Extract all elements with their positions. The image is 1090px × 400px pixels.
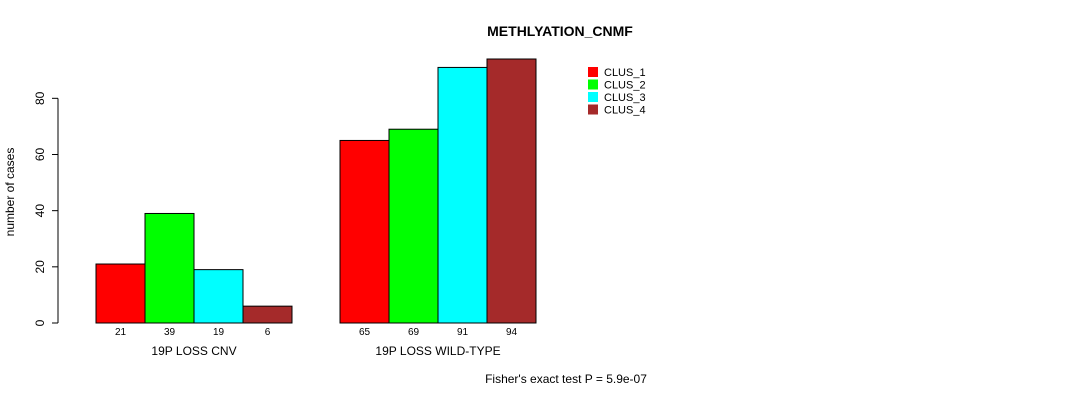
- bar-clus_4: [486, 58, 537, 324]
- y-axis: 0 20 40 60 80: [33, 91, 59, 326]
- legend-label: CLUS_4: [604, 105, 646, 117]
- y-axis-label: number of cases: [3, 148, 17, 237]
- bar-count-label: 69: [408, 327, 420, 338]
- legend-swatch: [588, 104, 598, 115]
- group-labels: 19P LOSS CNV 19P LOSS WILD-TYPE: [151, 344, 500, 358]
- bar-clus_3: [193, 269, 244, 324]
- group-label: 19P LOSS WILD-TYPE: [375, 344, 500, 358]
- legend-label: CLUS_1: [604, 67, 646, 79]
- bar-count-label: 6: [265, 327, 271, 338]
- y-tick-label: 40: [33, 204, 47, 218]
- fisher-test-annotation: Fisher's exact test P = 5.9e-07: [485, 372, 647, 386]
- bars: 21 39 19 6 65 69 91 94: [95, 58, 537, 338]
- y-tick-label: 20: [33, 260, 47, 274]
- bar-clus_2: [144, 212, 195, 324]
- bar-count-label: 19: [213, 327, 225, 338]
- legend-swatch: [588, 79, 598, 90]
- legend-label: CLUS_3: [604, 92, 646, 104]
- bar-count-label: 91: [457, 327, 469, 338]
- legend-swatch: [588, 92, 598, 102]
- y-tick-label: 0: [33, 319, 47, 326]
- y-tick-label: 60: [33, 147, 47, 161]
- bar-count-label: 39: [164, 327, 176, 338]
- bar-count-label: 65: [359, 327, 371, 338]
- bar-count-label: 21: [115, 327, 127, 338]
- group-label: 19P LOSS CNV: [151, 344, 236, 358]
- bar-clus_4: [242, 305, 293, 324]
- bar-count-label: 94: [506, 327, 518, 338]
- bar-clus_1: [339, 139, 390, 324]
- bar-clus_3: [437, 66, 488, 324]
- y-tick-label: 80: [33, 91, 47, 105]
- legend-swatch: [588, 67, 598, 77]
- legend-label: CLUS_2: [604, 80, 646, 92]
- chart-title: METHLYATION_CNMF: [487, 23, 633, 39]
- bar-clus_1: [95, 263, 146, 324]
- bar-clus_2: [388, 128, 439, 324]
